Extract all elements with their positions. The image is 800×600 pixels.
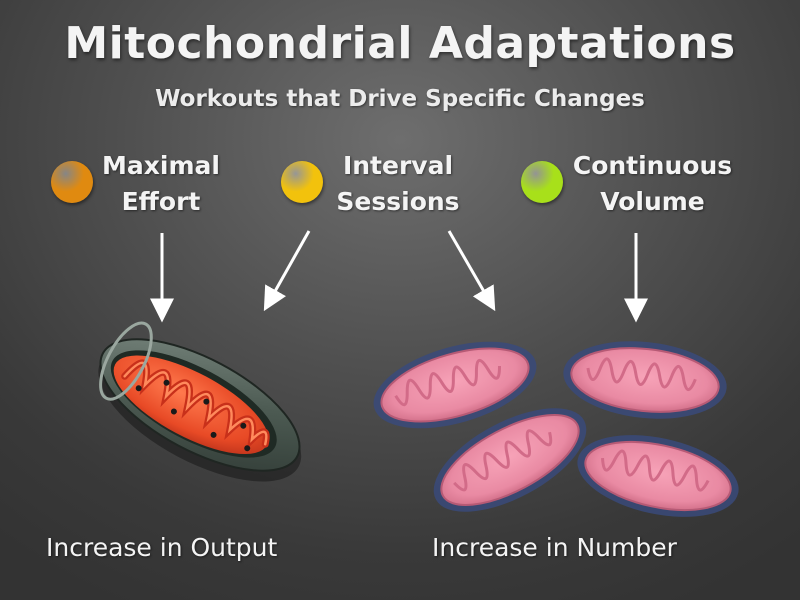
mitochondrion-icon (433, 408, 587, 512)
outcome-increase-in-output: Increase in Output (46, 533, 278, 562)
slide-title: Mitochondrial Adaptations (64, 18, 736, 69)
mitochondrion-icon (563, 341, 727, 419)
category-line-1: Continuous (572, 151, 733, 180)
interval-sessions-dot-icon (281, 161, 323, 203)
category-line-2: Sessions (336, 187, 460, 216)
slide-subtitle: Workouts that Drive Specific Changes (155, 86, 645, 112)
arrow-interval-to-output (263, 230, 311, 312)
arrow-interval-to-number (447, 230, 496, 312)
category-continuous-volume: Continuous Volume (565, 148, 740, 220)
mitochondrion-icon (577, 435, 739, 517)
category-line-1: Maximal (102, 151, 220, 180)
mitochondrion-icon (373, 341, 537, 429)
maximal-effort-dot-icon (51, 161, 93, 203)
category-maximal-effort: Maximal Effort (96, 148, 226, 220)
mitochondrion-cross-section-icon (98, 321, 302, 482)
category-line-2: Effort (121, 187, 201, 216)
outcome-increase-in-number: Increase in Number (432, 533, 677, 562)
category-interval-sessions: Interval Sessions (328, 148, 468, 220)
category-line-2: Volume (600, 187, 705, 216)
continuous-volume-dot-icon (521, 161, 563, 203)
category-line-1: Interval (342, 151, 454, 180)
mitochondria-group-icon (373, 341, 739, 517)
